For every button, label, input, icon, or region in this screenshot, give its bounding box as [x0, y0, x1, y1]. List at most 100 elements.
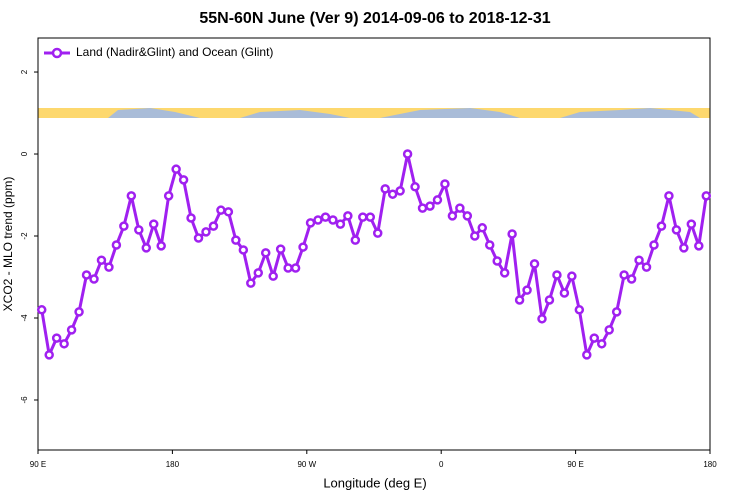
point — [283, 263, 293, 273]
point — [231, 235, 241, 245]
land-ocean-band — [38, 108, 710, 118]
point — [529, 259, 540, 269]
point — [313, 215, 323, 225]
point — [216, 205, 226, 215]
point — [59, 339, 69, 349]
point — [440, 179, 450, 189]
point — [626, 274, 637, 284]
y-tick-label: -6 — [20, 396, 29, 404]
point — [417, 203, 428, 213]
point — [178, 175, 189, 185]
point — [104, 262, 114, 272]
point — [268, 271, 278, 281]
point — [193, 233, 204, 243]
chart-title: 55N-60N June (Ver 9) 2014-09-06 to 2018-… — [199, 10, 550, 27]
point — [275, 244, 286, 254]
x-axis-label: Longitude (deg E) — [323, 475, 426, 490]
point — [186, 213, 196, 223]
point — [604, 325, 614, 335]
point — [671, 225, 682, 235]
point — [298, 242, 308, 252]
point — [634, 255, 644, 265]
point — [611, 307, 622, 317]
x-tick-label: 90 E — [30, 460, 46, 469]
point — [387, 189, 398, 199]
legend-label: Land (Nadir&Glint) and Ocean (Glint) — [76, 45, 273, 59]
y-tick-label: 0 — [20, 151, 29, 156]
y-tick-label: -2 — [20, 232, 29, 240]
point — [51, 333, 62, 343]
point — [253, 268, 264, 278]
point — [163, 191, 174, 201]
point — [44, 350, 54, 360]
series-line — [40, 152, 708, 357]
point — [656, 221, 667, 231]
point — [395, 186, 405, 196]
x-tick-label: 0 — [439, 460, 444, 469]
point — [544, 295, 555, 305]
point — [641, 262, 652, 272]
point — [514, 295, 525, 305]
point — [582, 350, 592, 360]
point — [701, 191, 712, 201]
point — [664, 191, 674, 201]
point — [380, 184, 390, 194]
point — [425, 201, 435, 211]
point — [522, 285, 532, 295]
point — [507, 229, 517, 239]
point — [111, 240, 122, 250]
point — [679, 243, 689, 253]
x-tick-label: 180 — [703, 460, 717, 469]
point — [74, 307, 84, 317]
point — [372, 228, 383, 238]
plot-frame — [37, 37, 711, 451]
point — [119, 221, 129, 231]
y-tick-label: 2 — [20, 69, 29, 74]
point — [574, 305, 585, 315]
point — [335, 219, 346, 229]
point — [141, 243, 152, 253]
point — [499, 268, 510, 278]
point — [432, 195, 443, 205]
point — [238, 245, 249, 255]
point — [343, 211, 353, 221]
land-band — [38, 108, 710, 118]
point — [350, 235, 361, 245]
point — [358, 212, 368, 222]
x-tick-label: 180 — [166, 460, 180, 469]
point — [89, 274, 99, 284]
point — [596, 339, 607, 349]
ocean-patches — [108, 108, 700, 118]
point — [410, 182, 420, 192]
point — [537, 314, 547, 324]
point — [589, 333, 600, 343]
y-axis-label: XCO2 - MLO trend (ppm) — [1, 177, 15, 312]
point — [156, 241, 166, 251]
point — [484, 240, 495, 250]
point — [134, 225, 144, 235]
point — [201, 227, 211, 237]
point — [305, 218, 316, 228]
point — [402, 149, 413, 159]
point — [455, 203, 465, 213]
legend-marker — [51, 47, 63, 59]
point — [81, 270, 92, 280]
point — [320, 212, 331, 222]
point — [477, 223, 488, 233]
point — [328, 215, 338, 225]
point — [148, 219, 159, 229]
point — [66, 325, 77, 335]
point — [649, 240, 659, 250]
point — [246, 278, 256, 288]
point — [126, 191, 137, 201]
point — [462, 211, 473, 221]
point — [619, 270, 629, 280]
point — [96, 255, 107, 265]
point — [470, 231, 480, 241]
x-tick-label: 90 W — [297, 460, 316, 469]
point — [171, 164, 181, 174]
point — [365, 212, 376, 222]
x-tick-label: 90 E — [567, 460, 583, 469]
point — [492, 256, 502, 266]
